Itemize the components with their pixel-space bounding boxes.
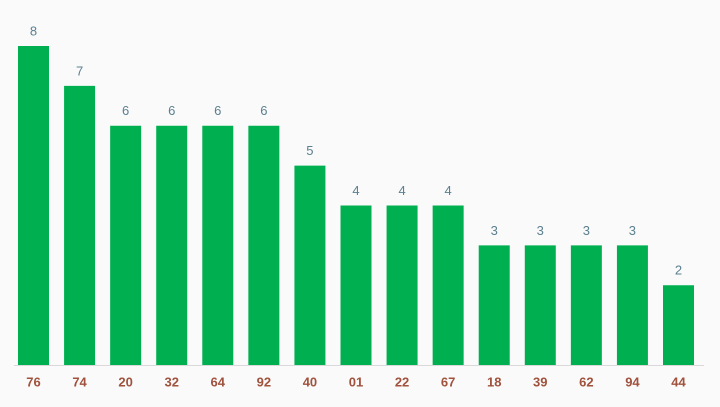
value-label: 6 — [260, 103, 267, 118]
x-tick-label: 40 — [303, 374, 317, 389]
value-label: 5 — [306, 143, 313, 158]
x-tick-label: 74 — [72, 374, 87, 389]
x-tick-label: 44 — [671, 374, 686, 389]
bar — [340, 205, 372, 365]
bar — [478, 245, 510, 365]
x-tick-label: 20 — [118, 374, 132, 389]
bar — [616, 245, 648, 365]
x-tick-label: 92 — [257, 374, 271, 389]
x-tick-label: 62 — [579, 374, 593, 389]
value-label: 6 — [122, 103, 129, 118]
bar — [156, 125, 188, 365]
value-label: 7 — [76, 63, 83, 78]
x-tick-label: 76 — [26, 374, 40, 389]
bar — [386, 205, 418, 365]
x-tick-label: 67 — [441, 374, 455, 389]
value-label: 3 — [629, 223, 636, 238]
bar — [570, 245, 602, 365]
x-tick-label: 18 — [487, 374, 501, 389]
bar — [663, 285, 694, 365]
value-label: 8 — [30, 23, 37, 38]
value-label: 3 — [491, 223, 498, 238]
x-tick-label: 64 — [211, 374, 226, 389]
value-label: 6 — [214, 103, 221, 118]
x-tick-label: 39 — [533, 374, 547, 389]
value-label: 6 — [168, 103, 175, 118]
value-label: 4 — [445, 183, 452, 198]
bar — [524, 245, 556, 365]
bar — [294, 165, 326, 365]
value-label: 3 — [537, 223, 544, 238]
value-label: 2 — [675, 263, 682, 278]
value-label: 3 — [583, 223, 590, 238]
bar — [432, 205, 464, 365]
bar — [64, 85, 96, 365]
x-tick-label: 22 — [395, 374, 409, 389]
bar — [248, 125, 280, 365]
x-tick-label: 01 — [349, 374, 363, 389]
bar — [110, 125, 142, 365]
bar — [18, 46, 49, 365]
value-label: 4 — [352, 183, 359, 198]
bar — [202, 125, 234, 365]
value-label: 4 — [398, 183, 405, 198]
x-tick-label: 32 — [164, 374, 178, 389]
x-tick-label: 94 — [625, 374, 640, 389]
